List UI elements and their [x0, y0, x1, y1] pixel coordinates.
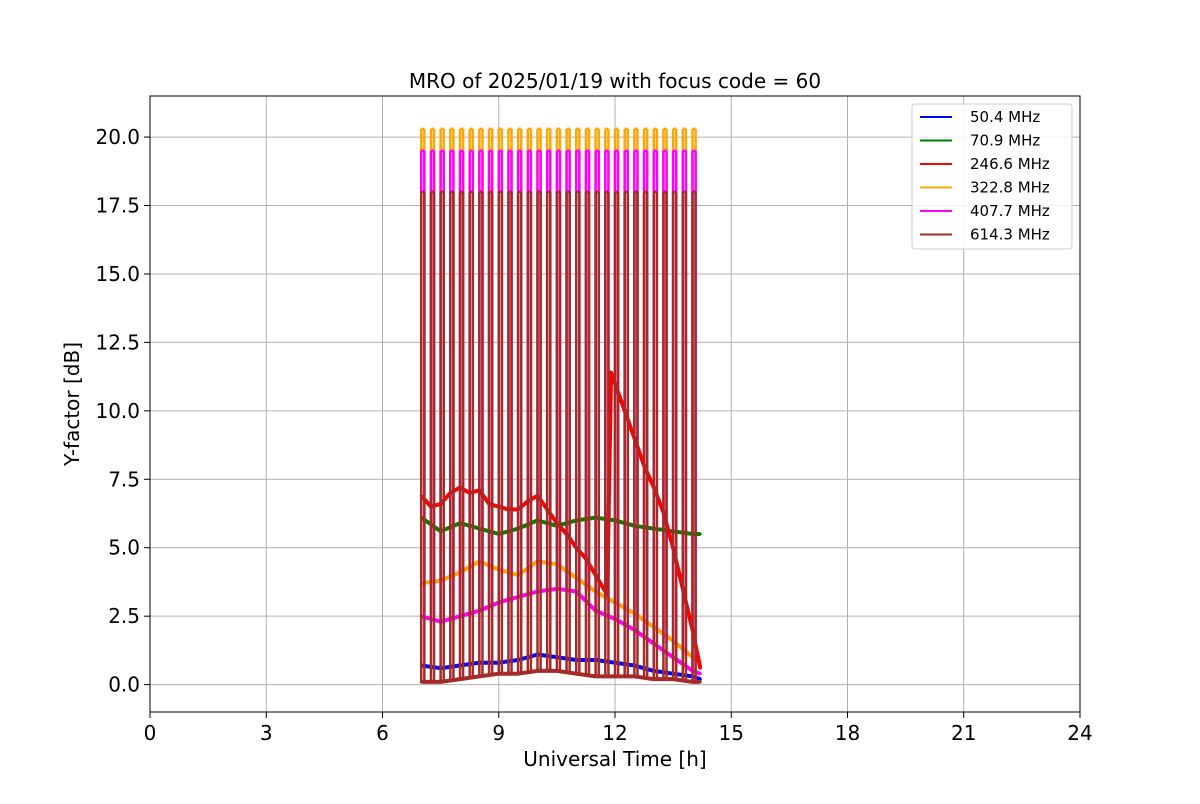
legend: 50.4 MHz 70.9 MHz 246.6 MHz 322.8 MHz 407.7… — [912, 104, 1072, 249]
y-tick-label: 10.0 — [95, 399, 140, 423]
y-tick-label: 20.0 — [95, 125, 140, 149]
chart-svg: MRO of 2025/01/19 with focus code = 60 0… — [0, 0, 1200, 800]
x-tick-label: 3 — [260, 721, 273, 745]
legend-label: 70.9 MHz — [970, 132, 1040, 150]
series-point — [699, 533, 702, 536]
x-tick-label: 24 — [1067, 721, 1092, 745]
legend-label: 614.3 MHz — [970, 226, 1050, 244]
legend-label: 50.4 MHz — [970, 108, 1040, 126]
y-tick-label: 5.0 — [108, 536, 140, 560]
x-tick-label: 21 — [951, 721, 976, 745]
series-point — [699, 672, 702, 675]
series-point — [699, 680, 702, 683]
legend-label: 246.6 MHz — [970, 155, 1050, 173]
y-tick-label: 17.5 — [95, 194, 140, 218]
x-axis-label: Universal Time [h] — [523, 747, 706, 771]
x-tick-label: 12 — [602, 721, 627, 745]
series-point — [699, 667, 702, 670]
x-tick-label: 9 — [492, 721, 505, 745]
y-tick-label: 15.0 — [95, 262, 140, 286]
x-tick-label: 6 — [376, 721, 389, 745]
chart-title: MRO of 2025/01/19 with focus code = 60 — [409, 69, 821, 93]
y-tick-label: 12.5 — [95, 330, 140, 354]
legend-label: 322.8 MHz — [970, 179, 1050, 197]
x-tick-label: 0 — [144, 721, 157, 745]
y-tick-label: 0.0 — [108, 673, 140, 697]
y-axis-label: Y-factor [dB] — [60, 342, 84, 467]
y-tick-label: 2.5 — [108, 604, 140, 628]
x-tick-label: 15 — [719, 721, 744, 745]
x-tick-label: 18 — [835, 721, 860, 745]
series-point — [610, 371, 613, 374]
legend-label: 407.7 MHz — [970, 202, 1050, 220]
chart: MRO of 2025/01/19 with focus code = 60 0… — [0, 0, 1200, 800]
y-tick-label: 7.5 — [108, 467, 140, 491]
